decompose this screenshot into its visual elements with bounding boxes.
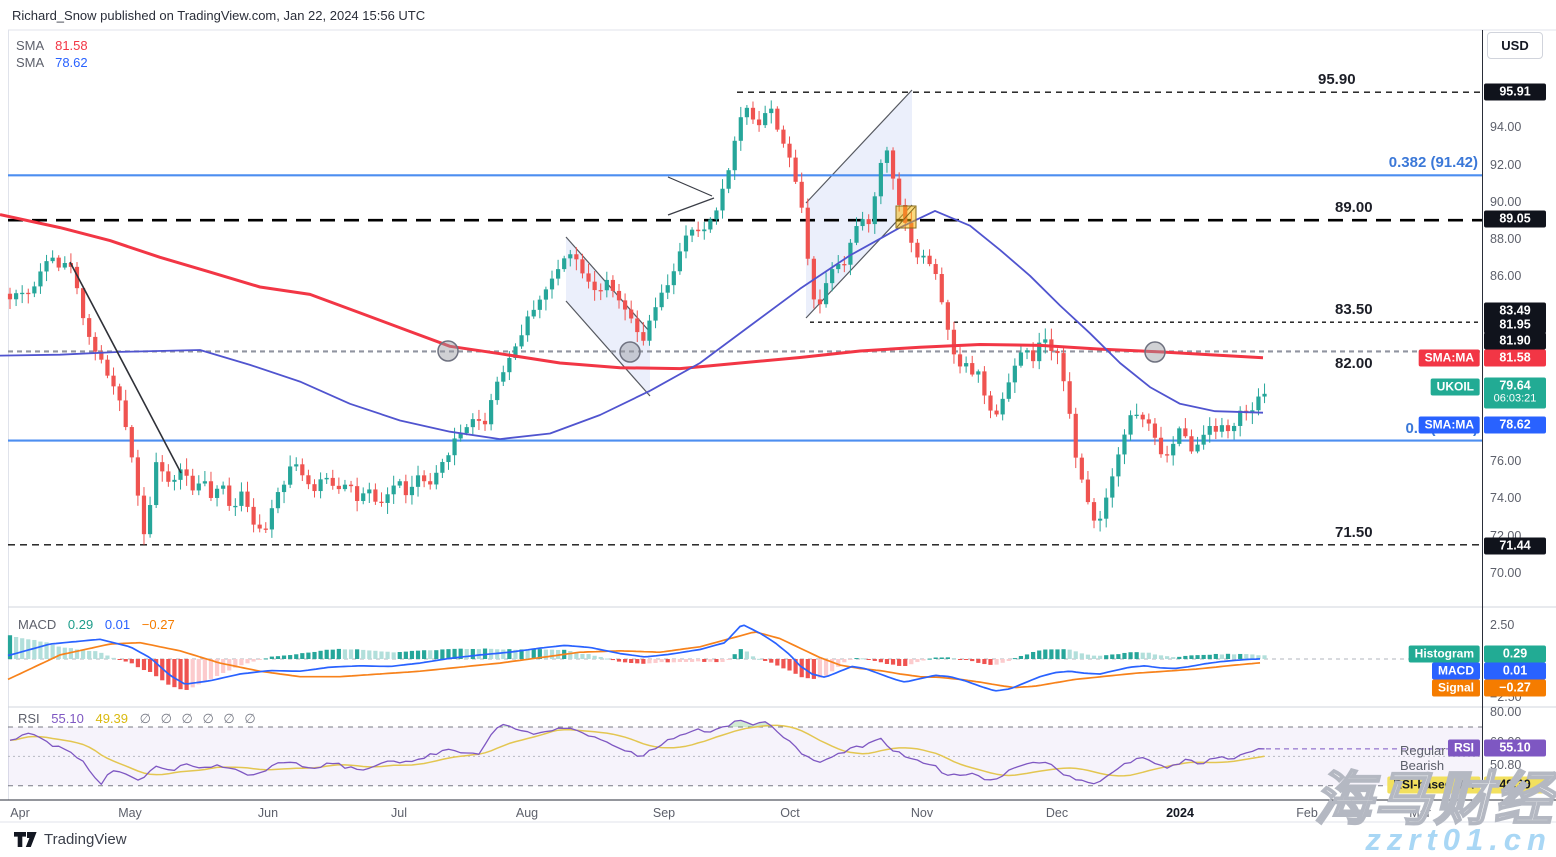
sma2-legend[interactable]: SMA 78.62	[16, 55, 88, 70]
watermark-site: zzrt01.cn	[1365, 822, 1552, 857]
rsi-value: 55.10	[51, 711, 84, 726]
sma2-label: SMA	[16, 55, 44, 70]
macd-hist-value: 0.29	[67, 617, 94, 632]
macd-signal-value: −0.27	[141, 617, 175, 632]
rsi-legend-label: RSI	[18, 711, 40, 726]
tradingview-logo-icon	[14, 832, 37, 847]
sma2-value: 78.62	[55, 55, 88, 70]
macd-line-value: 0.01	[104, 617, 131, 632]
sma1-legend[interactable]: SMA 81.58	[16, 38, 88, 53]
currency-button[interactable]: USD	[1487, 32, 1543, 59]
rsi-divergence-label: Regular Bearish	[1400, 743, 1446, 773]
published-byline: Richard_Snow published on TradingView.co…	[12, 8, 426, 23]
rsi-ma-value: 49.39	[95, 711, 129, 726]
sma1-value: 81.58	[55, 38, 88, 53]
tradingview-brand-text: TradingView	[44, 831, 127, 848]
rsi-empty-inputs: ∅ ∅ ∅ ∅ ∅ ∅	[139, 711, 259, 726]
macd-legend-label: MACD	[18, 617, 57, 632]
rsi-legend[interactable]: RSI 55.10 49.39 ∅ ∅ ∅ ∅ ∅ ∅	[18, 711, 259, 727]
sma1-label: SMA	[16, 38, 44, 53]
macd-legend[interactable]: MACD 0.29 0.01 −0.27	[18, 617, 175, 632]
tradingview-logo-link[interactable]: TradingView	[14, 831, 127, 848]
